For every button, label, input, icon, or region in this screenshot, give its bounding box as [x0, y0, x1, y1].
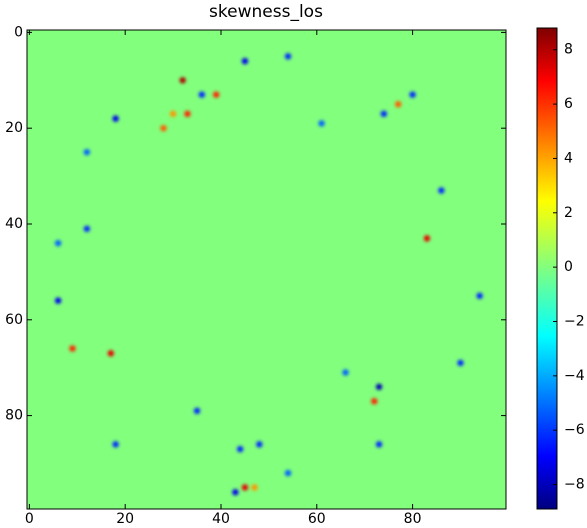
y-tick-label: 0 [14, 24, 23, 40]
heatmap-cell [284, 53, 292, 60]
heatmap-cell [380, 110, 388, 118]
colorbar-tick-label: −4 [564, 368, 585, 384]
heatmap-cell [160, 124, 167, 132]
heatmap-cell [213, 91, 220, 98]
y-tick-label: 20 [5, 120, 23, 136]
heatmap-cell [241, 484, 249, 491]
x-tick-label: 20 [116, 511, 134, 524]
heatmap-cell [409, 91, 416, 98]
heatmap-cell [395, 101, 402, 108]
heatmap-cell [342, 369, 349, 376]
heatmap-cell [184, 110, 191, 118]
heatmap-cell [371, 398, 378, 405]
heatmap-cell [318, 120, 325, 127]
heatmap-cell [284, 469, 292, 477]
colorbar-tick-label: −2 [564, 313, 585, 329]
colorbar-tick-label: 8 [564, 42, 573, 58]
heatmap-cell [198, 91, 206, 98]
heatmap-cell [457, 359, 464, 367]
colorbar-tick-label: 6 [564, 96, 573, 112]
heatmap-cell [169, 110, 177, 118]
colorbar-tick-label: 4 [564, 150, 573, 166]
x-tick-label: 60 [308, 511, 326, 524]
heatmap-cell [236, 445, 244, 453]
y-tick-label: 40 [5, 216, 23, 232]
heatmap-cell [83, 148, 91, 156]
plot-area [27, 30, 506, 509]
heatmap-cell [54, 239, 62, 247]
heatmap-cell [107, 350, 115, 357]
heatmap-cell [241, 57, 249, 65]
heatmap-cell [375, 441, 383, 448]
heatmap-cell [232, 489, 239, 496]
x-tick-label: 40 [212, 511, 230, 524]
y-tick-label: 80 [5, 408, 23, 424]
heatmap-cell [69, 345, 76, 352]
x-tick-label: 80 [404, 511, 422, 524]
heatmap-cell [179, 77, 186, 84]
x-tick-label: 0 [25, 511, 34, 524]
heatmap-cell [193, 407, 201, 415]
heatmap-cell [256, 441, 263, 448]
axes-frame [26, 29, 507, 510]
colorbar-tick-label: −6 [564, 422, 585, 438]
colorbar-tick-label: −8 [564, 477, 585, 493]
heatmap-cell [438, 187, 445, 194]
heatmap-cell [112, 441, 119, 448]
colorbar-tick-label: 0 [564, 259, 573, 275]
colorbar-tick-label: 2 [564, 205, 573, 221]
heatmap-cell [54, 297, 62, 304]
colorbar [536, 27, 558, 510]
chart-title: skewness_los [209, 2, 323, 22]
heatmap-background [27, 30, 506, 509]
heatmap-cell [375, 383, 383, 391]
heatmap-cell [476, 292, 483, 300]
heatmap-cell [112, 115, 119, 122]
heatmap-cell [423, 235, 431, 242]
heatmap-cell [251, 484, 258, 491]
y-tick-label: 60 [5, 312, 23, 328]
heatmap-cell [83, 225, 91, 232]
